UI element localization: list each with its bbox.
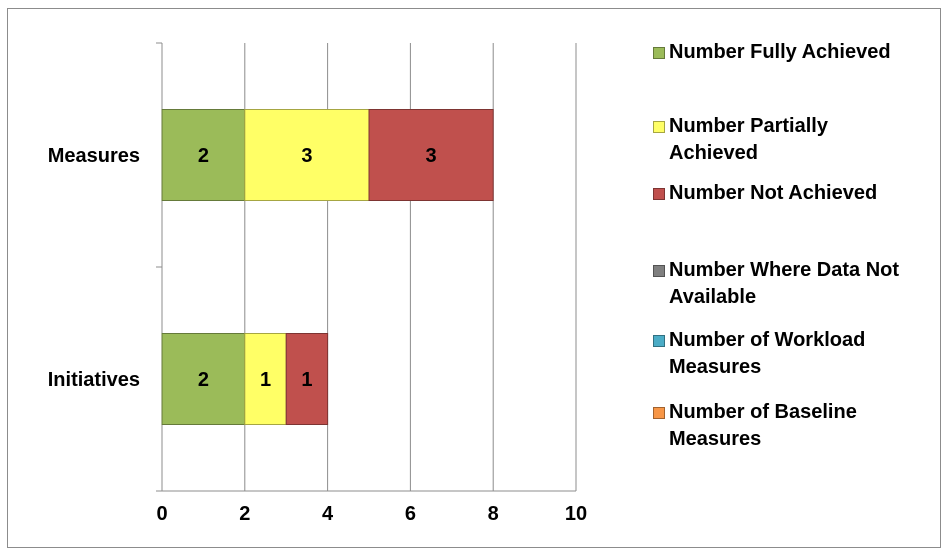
data-label: 1 [260, 369, 271, 391]
bar-segment [285, 333, 329, 425]
legend-label-line: Measures [669, 428, 762, 450]
data-label: 2 [198, 145, 209, 167]
legend-label-line: Number Not Achieved [669, 182, 878, 204]
legend-label-line: Measures [669, 356, 762, 378]
legend-swatch [653, 188, 665, 200]
legend-label-line: Achieved [669, 142, 758, 164]
legend-label: Number of Baseline Measures [669, 399, 948, 453]
x-tick-label: 6 [405, 503, 416, 525]
x-tick-label: 8 [488, 503, 499, 525]
data-label: 3 [426, 145, 437, 167]
category-label: Measures [48, 145, 140, 167]
legend-label: Number Fully Achieved [669, 39, 948, 66]
bar-segment [244, 333, 287, 425]
legend-label-line: Number Fully Achieved [669, 41, 891, 63]
legend-swatch [653, 335, 665, 347]
data-label: 2 [198, 369, 209, 391]
chart-frame: 0 2 4 6 8 10 2 1 1 Initiatives 2 3 3 Measures Number … [7, 8, 941, 548]
legend-swatch [653, 265, 665, 277]
bar-segment [368, 109, 494, 201]
legend-label-line: Number of Baseline [669, 401, 857, 423]
data-label: 1 [301, 369, 312, 391]
legend-label-line: Number Partially [669, 115, 828, 137]
legend-swatch [653, 121, 665, 133]
legend-label-line: Number of Workload [669, 329, 866, 351]
legend-label: Number Where Data Not Available [669, 257, 948, 311]
legend-label: Number Partially Achieved [669, 113, 948, 167]
x-tick-label: 0 [156, 503, 167, 525]
x-tick-label: 2 [239, 503, 250, 525]
category-label: Initiatives [48, 369, 140, 391]
legend-label: Number of Workload Measures [669, 327, 948, 381]
bar-chart: 0 2 4 6 8 10 2 1 1 Initiatives 2 3 3 Measures [48, 42, 587, 525]
data-label: 3 [301, 145, 312, 167]
x-tick-label: 10 [565, 503, 587, 525]
legend-label-line: Number Where Data Not [669, 259, 900, 281]
bar-segment [161, 109, 246, 201]
bar-segment [244, 109, 370, 201]
legend-swatch [653, 47, 665, 59]
x-tick-label: 4 [322, 503, 334, 525]
legend-label: Number Not Achieved [669, 180, 948, 207]
legend-swatch [653, 407, 665, 419]
legend-label-line: Available [669, 286, 757, 308]
